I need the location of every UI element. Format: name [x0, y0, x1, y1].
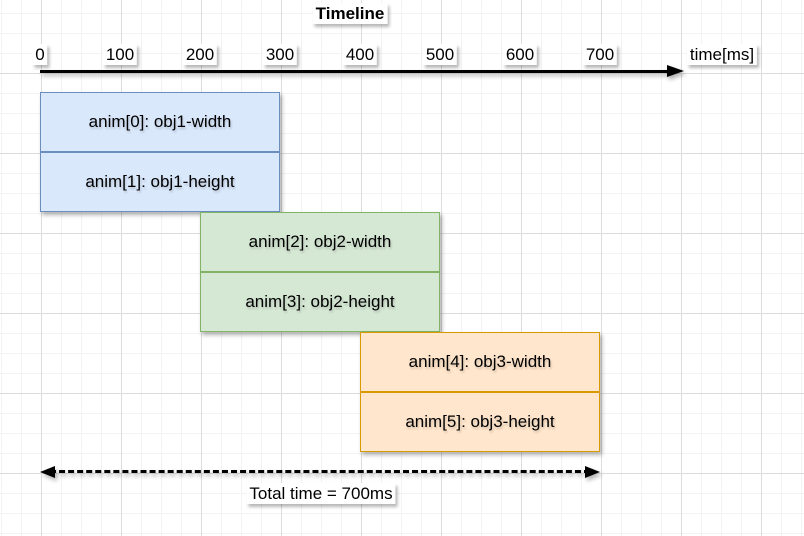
timeline-bar: anim[0]: obj1-width — [40, 92, 280, 152]
dashed-line — [50, 470, 590, 473]
timeline-bar: anim[3]: obj2-height — [200, 272, 440, 332]
axis-tick-label: 500 — [422, 44, 458, 65]
bar-group-obj1: anim[0]: obj1-width anim[1]: obj1-height — [40, 92, 280, 212]
total-duration-arrow — [40, 464, 600, 480]
axis-tick-label: 0 — [32, 44, 48, 65]
timeline-bar: anim[4]: obj3-width — [360, 332, 600, 392]
timeline-bar: anim[2]: obj2-width — [200, 212, 440, 272]
bar-group-obj3: anim[4]: obj3-width anim[5]: obj3-height — [360, 332, 600, 452]
axis-unit-label: time[ms] — [686, 44, 758, 65]
diagram-title: Timeline — [312, 3, 388, 24]
bar-group-obj2: anim[2]: obj2-width anim[3]: obj2-height — [200, 212, 440, 332]
arrowhead-right-icon — [585, 465, 600, 478]
axis-tick-label: 400 — [342, 44, 378, 65]
axis-arrowhead-icon — [667, 65, 684, 77]
axis-tick-label: 200 — [182, 44, 218, 65]
axis-line — [40, 70, 669, 73]
timeline-bar: anim[5]: obj3-height — [360, 392, 600, 452]
timeline-bar: anim[1]: obj1-height — [40, 152, 280, 212]
axis-tick-label: 600 — [502, 44, 538, 65]
axis-tick-label: 100 — [102, 44, 138, 65]
arrowhead-left-icon — [40, 465, 55, 478]
total-time-label: Total time = 700ms — [246, 483, 396, 504]
axis-tick-label: 300 — [262, 44, 298, 65]
axis-tick-label: 700 — [582, 44, 618, 65]
